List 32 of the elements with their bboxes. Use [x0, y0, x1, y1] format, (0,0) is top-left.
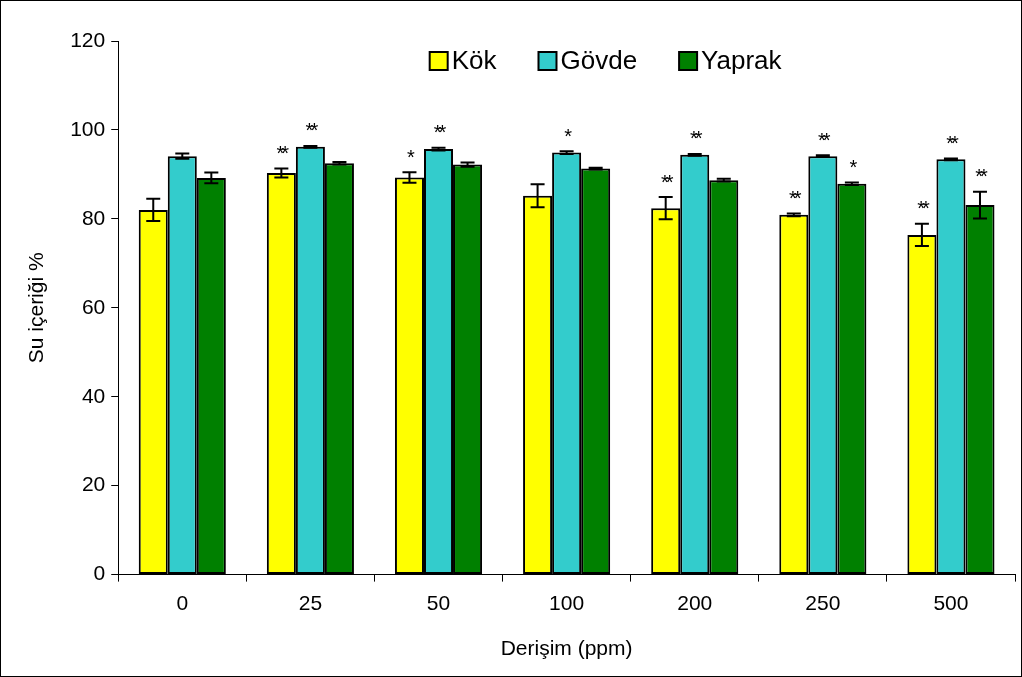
y-tick-label: 40 — [81, 383, 106, 407]
data-label: * — [407, 145, 416, 168]
legend-label: Gövde — [560, 45, 638, 76]
data-label: ** — [789, 187, 802, 210]
x-tick-label: 100 — [549, 591, 585, 614]
data-label: * — [849, 155, 858, 178]
x-axis-title: Derişim (ppm) — [500, 636, 633, 660]
data-label: ** — [975, 165, 988, 188]
data-label: ** — [276, 142, 290, 165]
x-tick-label: 25 — [298, 591, 323, 614]
y-tick-label: 80 — [81, 205, 106, 229]
legend-label: Yaprak — [701, 45, 783, 76]
data-label: * — [564, 124, 573, 147]
data-label: ** — [660, 170, 674, 193]
legend-label: Kök — [451, 45, 498, 76]
x-tick-label: 0 — [176, 591, 189, 614]
data-label: ** — [433, 121, 447, 144]
y-tick-label: 60 — [81, 294, 106, 318]
x-tick-label: 500 — [933, 591, 969, 614]
data-label: ** — [305, 119, 319, 142]
data-label: ** — [818, 128, 831, 151]
y-tick-label: 0 — [93, 561, 106, 585]
x-tick-label: 50 — [426, 591, 451, 614]
data-label: ** — [917, 197, 930, 220]
y-tick-label: 20 — [81, 472, 106, 496]
y-tick-label: 120 — [70, 27, 106, 51]
y-tick-label: 100 — [70, 116, 106, 140]
data-label: ** — [689, 127, 703, 150]
x-tick-label: 250 — [805, 591, 841, 614]
x-tick-label: 200 — [677, 591, 713, 614]
data-label: ** — [946, 131, 959, 154]
y-axis-title: Su içeriği % — [24, 252, 48, 364]
